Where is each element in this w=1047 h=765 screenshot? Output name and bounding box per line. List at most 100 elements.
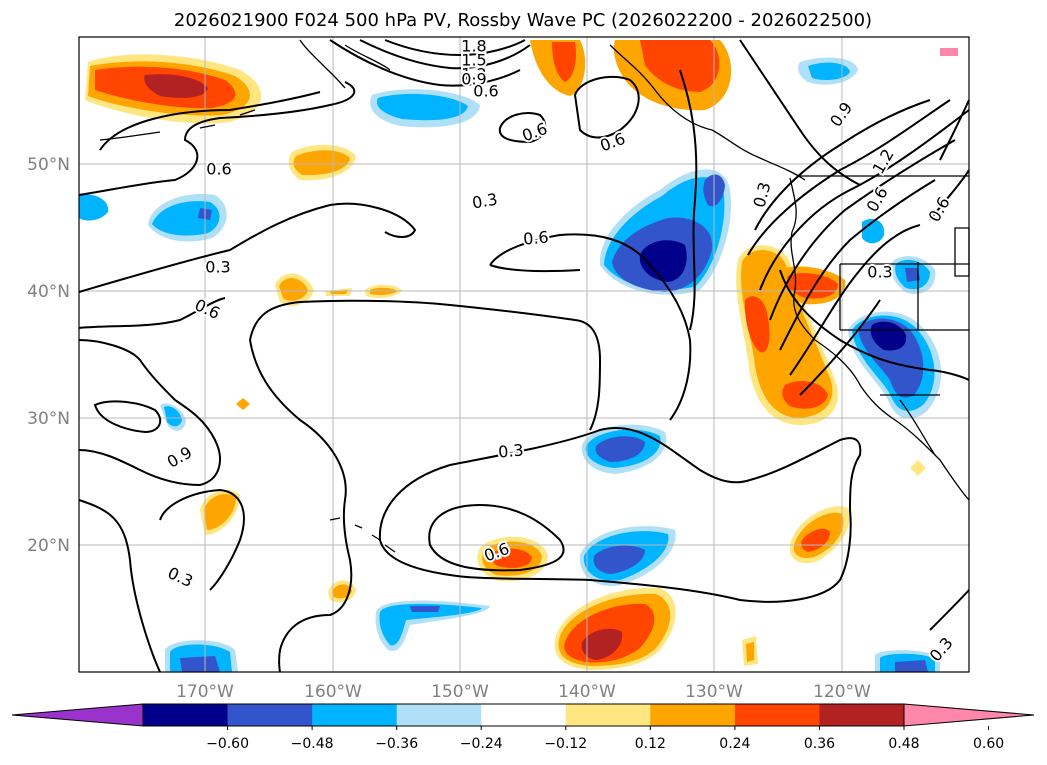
aleutian-islands xyxy=(99,109,256,141)
lon-label: 160°W xyxy=(304,682,362,702)
negative-anomaly xyxy=(808,62,850,80)
contour-0.3-main xyxy=(78,427,862,673)
contour-trough-4 xyxy=(759,109,970,291)
positive-anomaly xyxy=(144,74,208,98)
colorbar-extend-min xyxy=(11,703,144,727)
contour-label: 0.6 xyxy=(522,227,549,248)
contour-label: 0.3 xyxy=(205,258,230,277)
positive-anomaly xyxy=(786,273,838,299)
positive-anomaly xyxy=(801,528,830,552)
positive-anomaly xyxy=(204,494,236,530)
colorbar-tick-label: 0.60 xyxy=(973,736,1004,752)
contour-trough-8 xyxy=(799,299,881,396)
contour-trough-6 xyxy=(779,179,936,351)
positive-anomaly xyxy=(279,278,308,301)
positive-anomaly xyxy=(581,628,623,660)
negative-anomaly xyxy=(870,321,907,351)
colorbar-tick-label: 0.24 xyxy=(719,736,750,752)
colorbar-tick-label: −0.12 xyxy=(544,736,587,752)
contour-label: 0.6 xyxy=(206,160,231,179)
colorbar-tick-label: −0.36 xyxy=(375,736,418,752)
colorbar-tick-label: 0.36 xyxy=(804,736,835,752)
contour-trough-7 xyxy=(789,224,921,376)
colorbar-segment xyxy=(396,704,482,726)
negative-anomaly xyxy=(905,268,920,282)
contour-0.6-mid xyxy=(78,81,356,196)
contour-label: 1.2 xyxy=(461,65,486,84)
contour-arc-1 xyxy=(329,39,521,87)
map-frame xyxy=(78,36,970,673)
positive-anomaly xyxy=(746,642,754,662)
contour-0.3-pole xyxy=(679,69,698,331)
colorbar-extend-max xyxy=(903,703,1035,727)
hawaii-islands xyxy=(329,517,396,553)
colorbar-outline xyxy=(142,703,905,727)
contour-arc-2 xyxy=(359,39,531,70)
contour-0.6-south xyxy=(249,339,353,673)
contour-label: 0.6 xyxy=(473,82,498,101)
latitude-labels: 50°N 40°N 30°N 20°N xyxy=(27,155,70,556)
colorbar-segment xyxy=(227,704,313,726)
contour-label: 0.3 xyxy=(497,440,524,461)
colorbar-segment xyxy=(734,704,820,726)
lon-label: 130°W xyxy=(685,682,743,702)
contour-0.6-eastpac xyxy=(489,233,692,421)
positive-anomaly xyxy=(236,398,250,410)
colorbar-segment xyxy=(481,704,567,726)
contour-0.3-north xyxy=(78,202,417,293)
contour-0.9-west xyxy=(78,339,221,487)
lat-label: 50°N xyxy=(27,155,70,175)
positive-anomaly xyxy=(741,249,833,418)
lon-label: 150°W xyxy=(431,682,489,702)
negative-anomaly xyxy=(79,194,109,221)
contour-0.6-nw xyxy=(99,91,321,151)
positive-anomaly xyxy=(940,48,958,56)
negative-anomaly xyxy=(410,606,440,612)
colorbar-tick-label: −0.24 xyxy=(460,736,503,752)
contour-trough-1 xyxy=(739,39,861,186)
negative-anomaly xyxy=(895,660,928,672)
colorbar-segment xyxy=(143,704,229,726)
contour-label: 1.5 xyxy=(461,51,486,70)
contour-0.3-central xyxy=(428,503,565,572)
positive-anomaly xyxy=(744,296,770,353)
pv-shading-layer xyxy=(79,40,958,672)
contour-0.6-west xyxy=(78,297,226,329)
positive-anomaly xyxy=(552,42,576,82)
colorbar-segment xyxy=(650,704,736,726)
positive-anomaly xyxy=(640,40,720,92)
colorbar-tick-label: −0.48 xyxy=(291,736,334,752)
lon-label: 120°W xyxy=(813,682,871,702)
negative-anomaly xyxy=(379,603,482,646)
positive-anomaly xyxy=(293,150,350,176)
colorbar-segment xyxy=(565,704,651,726)
colorbar: −0.60 −0.48 −0.36 −0.24 −0.12 0.12 0.24 0.36 0.4… xyxy=(11,703,1035,752)
lat-label: 30°N xyxy=(27,409,70,429)
negative-anomaly xyxy=(593,545,645,574)
positive-anomaly xyxy=(332,584,352,599)
contour-label: 0.9 xyxy=(461,70,486,89)
baja-coast xyxy=(899,399,936,456)
contour-label: 1.8 xyxy=(461,37,486,56)
colorbar-segment xyxy=(819,704,905,726)
contour-0.9-sub xyxy=(159,488,245,591)
lon-label: 170°W xyxy=(176,682,234,702)
contour-trough-2 xyxy=(754,99,931,231)
positive-anomaly xyxy=(491,548,532,568)
figure-title: 2026021900 F024 500 hPa PV, Rossby Wave … xyxy=(174,10,872,31)
negative-anomaly xyxy=(377,93,468,121)
contour-0.6-loop-small xyxy=(498,112,547,144)
negative-anomaly xyxy=(180,656,220,672)
colorbar-tick-label: 0.48 xyxy=(888,736,919,752)
negative-anomaly xyxy=(164,406,182,427)
colorbar-segment xyxy=(312,704,398,726)
colorbar-tick-label: 0.12 xyxy=(635,736,666,752)
negative-anomaly xyxy=(595,436,645,462)
contour-trough-3 xyxy=(747,99,951,256)
lat-label: 40°N xyxy=(27,282,70,302)
contour-0.9-loop xyxy=(93,400,162,434)
positive-anomaly xyxy=(782,381,828,409)
lat-label: 20°N xyxy=(27,536,70,556)
positive-anomaly xyxy=(910,460,926,476)
